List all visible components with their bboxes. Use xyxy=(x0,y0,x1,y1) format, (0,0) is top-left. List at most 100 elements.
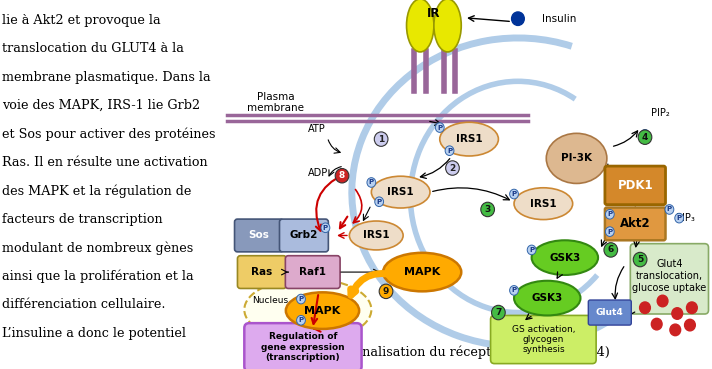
Text: 3: 3 xyxy=(485,205,491,214)
Ellipse shape xyxy=(244,278,372,341)
Ellipse shape xyxy=(445,146,454,155)
Text: différenciation cellulaire.: différenciation cellulaire. xyxy=(2,298,165,311)
Text: P: P xyxy=(298,317,303,323)
Text: Ras. Il en résulte une activation: Ras. Il en résulte une activation xyxy=(2,156,208,169)
Ellipse shape xyxy=(510,189,518,199)
Ellipse shape xyxy=(639,302,650,314)
Text: 1: 1 xyxy=(378,135,384,144)
Text: GSK3: GSK3 xyxy=(549,253,580,263)
Text: modulant de nombreux gènes: modulant de nombreux gènes xyxy=(2,241,193,255)
Text: PDK1: PDK1 xyxy=(617,179,653,192)
Text: 8: 8 xyxy=(339,171,345,180)
Ellipse shape xyxy=(321,223,330,232)
Ellipse shape xyxy=(675,213,684,223)
Text: 7: 7 xyxy=(496,308,501,317)
Text: 9: 9 xyxy=(383,287,389,296)
Text: Insulin: Insulin xyxy=(543,14,577,24)
Text: translocation du GLUT4 à la: translocation du GLUT4 à la xyxy=(2,42,184,55)
Text: P: P xyxy=(607,229,612,235)
Text: Plasma
membrane: Plasma membrane xyxy=(247,92,304,113)
FancyBboxPatch shape xyxy=(286,256,340,289)
Text: L’insuline a donc le potentiel: L’insuline a donc le potentiel xyxy=(2,327,186,339)
Ellipse shape xyxy=(407,0,434,52)
Text: PIP₂: PIP₂ xyxy=(651,108,669,118)
Text: voie des MAPK, IRS-1 lie Grb2: voie des MAPK, IRS-1 lie Grb2 xyxy=(2,99,200,112)
Text: 4: 4 xyxy=(642,133,648,142)
FancyBboxPatch shape xyxy=(280,219,328,252)
FancyBboxPatch shape xyxy=(605,166,666,205)
Text: IRS1: IRS1 xyxy=(530,199,557,209)
Text: P: P xyxy=(298,296,303,302)
Text: 2: 2 xyxy=(449,163,456,173)
Text: Akt2: Akt2 xyxy=(620,217,651,230)
Text: membrane plasmatique. Dans la: membrane plasmatique. Dans la xyxy=(2,71,211,84)
Ellipse shape xyxy=(350,221,403,250)
Ellipse shape xyxy=(657,295,668,307)
Text: PI-3K: PI-3K xyxy=(561,154,592,163)
Ellipse shape xyxy=(375,132,388,146)
Text: facteurs de transcription: facteurs de transcription xyxy=(2,213,162,226)
Ellipse shape xyxy=(481,202,495,217)
Text: IRS1: IRS1 xyxy=(363,231,389,241)
Text: Figure 2.8: Figure 2.8 xyxy=(276,345,350,358)
FancyBboxPatch shape xyxy=(244,323,362,369)
Ellipse shape xyxy=(514,188,572,220)
FancyBboxPatch shape xyxy=(238,256,286,289)
Text: Raf1: Raf1 xyxy=(299,267,326,277)
Text: IRS1: IRS1 xyxy=(387,187,414,197)
Text: P: P xyxy=(323,225,328,231)
Text: P: P xyxy=(377,199,382,205)
Text: IRS1: IRS1 xyxy=(456,134,483,144)
Text: Grb2: Grb2 xyxy=(290,231,318,241)
FancyBboxPatch shape xyxy=(588,300,632,325)
Text: GSK3: GSK3 xyxy=(532,293,563,303)
Text: P: P xyxy=(437,125,442,131)
Ellipse shape xyxy=(297,294,305,304)
Ellipse shape xyxy=(297,315,305,325)
Ellipse shape xyxy=(491,305,506,320)
Ellipse shape xyxy=(605,210,614,219)
Text: des MAPK et la régulation de: des MAPK et la régulation de xyxy=(2,184,192,198)
Ellipse shape xyxy=(446,161,459,175)
Text: P: P xyxy=(511,287,517,293)
Ellipse shape xyxy=(375,197,384,207)
Text: Glut4
translocation,
glucose uptake: Glut4 translocation, glucose uptake xyxy=(632,259,706,293)
Text: P: P xyxy=(369,179,374,186)
Ellipse shape xyxy=(672,308,683,319)
Text: Sos: Sos xyxy=(248,231,269,241)
Text: P: P xyxy=(511,191,517,197)
FancyBboxPatch shape xyxy=(491,315,596,363)
Text: MAPK: MAPK xyxy=(404,267,440,277)
Ellipse shape xyxy=(641,130,649,139)
Ellipse shape xyxy=(434,0,461,52)
Ellipse shape xyxy=(510,286,518,295)
Ellipse shape xyxy=(435,123,444,132)
Text: PIP₃: PIP₃ xyxy=(676,213,695,223)
Ellipse shape xyxy=(379,284,393,299)
Text: ainsi que la prolifération et la: ainsi que la prolifération et la xyxy=(2,270,194,283)
Text: Ras: Ras xyxy=(251,267,273,277)
Ellipse shape xyxy=(286,292,359,329)
Text: ADP: ADP xyxy=(308,168,328,178)
Text: 6: 6 xyxy=(607,245,614,254)
FancyBboxPatch shape xyxy=(234,219,283,252)
Text: | Signalisation du récepteur à l’insuline (4): | Signalisation du récepteur à l’insulin… xyxy=(330,345,610,359)
Ellipse shape xyxy=(527,245,536,255)
Text: IR: IR xyxy=(427,7,441,20)
Ellipse shape xyxy=(383,253,461,292)
Text: P: P xyxy=(667,207,672,213)
Ellipse shape xyxy=(335,169,349,183)
Ellipse shape xyxy=(512,12,524,25)
Text: ATP: ATP xyxy=(308,124,325,134)
Text: P: P xyxy=(642,131,647,137)
Text: Nucleus: Nucleus xyxy=(252,296,288,304)
Ellipse shape xyxy=(372,176,430,208)
Ellipse shape xyxy=(605,227,614,237)
Text: MAPK: MAPK xyxy=(304,306,340,315)
Ellipse shape xyxy=(514,281,580,315)
Ellipse shape xyxy=(367,177,376,187)
Text: P: P xyxy=(529,247,534,253)
Text: lie à Akt2 et provoque la: lie à Akt2 et provoque la xyxy=(2,14,161,27)
Ellipse shape xyxy=(546,133,607,183)
Text: P: P xyxy=(607,211,612,217)
